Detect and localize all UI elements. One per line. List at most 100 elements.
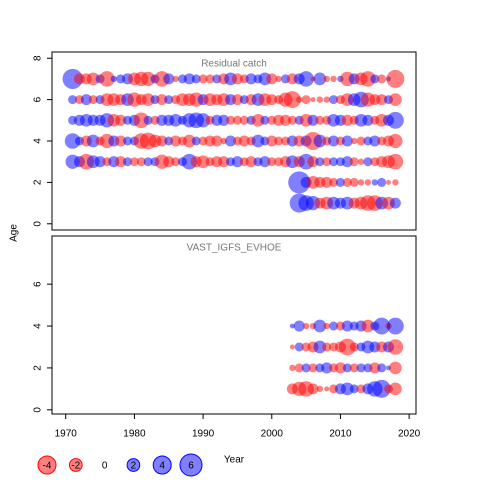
- bubble: [349, 177, 359, 187]
- bubble: [143, 157, 153, 167]
- legend-bubble: [37, 455, 57, 475]
- bubble: [298, 71, 314, 87]
- bubble: [323, 96, 330, 103]
- bubble: [266, 73, 278, 85]
- bubble: [171, 157, 181, 167]
- bubble: [341, 156, 353, 168]
- bubble: [86, 134, 100, 148]
- bubble: [275, 75, 282, 83]
- bubble: [329, 177, 339, 187]
- bubble: [289, 364, 296, 372]
- bubble: [163, 73, 175, 85]
- bubble: [115, 156, 127, 168]
- bubble: [389, 197, 401, 209]
- bubble: [386, 179, 391, 185]
- bubble: [283, 91, 301, 109]
- bubble: [328, 135, 340, 147]
- bubble: [360, 71, 376, 87]
- bubble: [136, 157, 146, 167]
- bubble: [293, 320, 305, 332]
- bubble: [341, 114, 353, 126]
- bubble: [357, 158, 365, 165]
- bubble: [370, 74, 380, 84]
- bubble: [191, 74, 201, 84]
- bubble: [169, 113, 182, 127]
- bubble: [88, 95, 98, 105]
- bubble: [156, 94, 168, 106]
- bubble: [316, 385, 324, 393]
- bubble: [225, 135, 237, 147]
- bubble: [376, 94, 388, 106]
- legend-label: -2: [71, 461, 80, 472]
- bubble: [183, 73, 195, 85]
- legend-label: 0: [102, 461, 108, 472]
- bubble: [342, 363, 352, 373]
- bubble: [329, 157, 339, 167]
- bubble: [218, 114, 230, 126]
- bubble: [99, 71, 115, 87]
- bubble: [329, 95, 339, 105]
- bubble: [266, 94, 278, 106]
- panel-title: Residual catch: [201, 59, 267, 70]
- bubble: [377, 363, 387, 373]
- bubble: [356, 363, 366, 373]
- panel-title: VAST_IGFS_EVHOE: [187, 243, 282, 254]
- legend-label: 2: [131, 461, 137, 472]
- bubble: [156, 135, 168, 147]
- y-tick-label: 0: [33, 407, 44, 413]
- x-tick-label: 2020: [398, 429, 421, 440]
- bubble: [313, 134, 327, 148]
- bubble: [356, 136, 366, 146]
- bubble: [349, 363, 359, 373]
- bubble: [371, 179, 378, 186]
- bubble: [313, 340, 327, 354]
- bubble: [361, 319, 375, 333]
- bubble: [302, 322, 310, 330]
- bubble: [110, 75, 117, 83]
- bubble: [232, 115, 242, 125]
- bubble: [226, 115, 236, 125]
- legend-bubble: [152, 455, 172, 475]
- bubble: [377, 177, 387, 187]
- y-tick-label: 2: [33, 365, 44, 371]
- bubble: [392, 179, 399, 186]
- bubble: [308, 363, 318, 373]
- bubble: [329, 321, 339, 331]
- bubble: [372, 379, 391, 398]
- bubble: [389, 361, 402, 375]
- x-tick-label: 1990: [192, 429, 215, 440]
- bubble: [196, 155, 210, 169]
- bubble: [387, 339, 404, 355]
- bubble: [205, 74, 215, 84]
- bubble: [231, 94, 243, 106]
- panel-frame: [51, 235, 417, 415]
- bubble: [123, 157, 133, 167]
- bubble: [351, 137, 358, 145]
- bubble: [64, 133, 81, 149]
- bubble: [220, 137, 227, 145]
- x-axis-label: Year: [224, 455, 245, 466]
- bubble: [349, 157, 359, 167]
- bubble: [386, 111, 404, 129]
- bubble: [301, 95, 311, 105]
- x-tick-label: 1980: [123, 429, 146, 440]
- bubble: [377, 74, 387, 84]
- bubble: [164, 95, 174, 105]
- bubble: [86, 72, 100, 86]
- bubble: [313, 72, 327, 86]
- bubble: [316, 96, 324, 103]
- bubble: [129, 157, 139, 167]
- bubble: [307, 383, 319, 395]
- bubble: [245, 156, 257, 168]
- bubble: [289, 344, 295, 350]
- bubble: [322, 342, 332, 352]
- bubble: [172, 75, 179, 83]
- bubble: [143, 115, 153, 125]
- bubble: [245, 73, 257, 85]
- bubble: [335, 177, 345, 187]
- bubble: [195, 113, 211, 128]
- bubble: [341, 320, 353, 332]
- y-tick-label: 2: [33, 179, 44, 185]
- bubble: [141, 93, 155, 106]
- bubble: [369, 362, 381, 374]
